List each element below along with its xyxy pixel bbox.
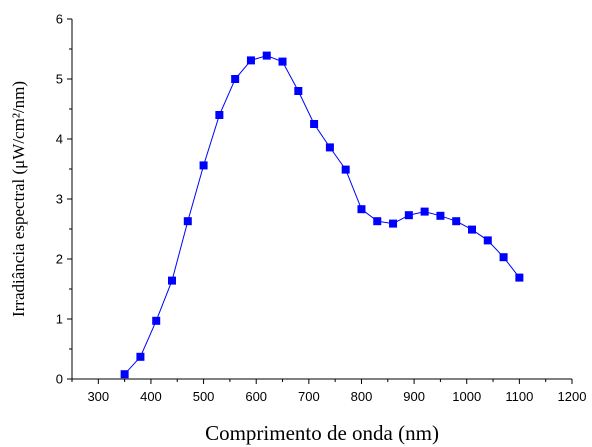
x-tick-label: 1100 <box>505 389 533 404</box>
data-point <box>120 370 129 379</box>
y-tick-label: 0 <box>56 372 63 387</box>
data-point <box>436 211 445 220</box>
data-point <box>246 56 255 65</box>
data-point <box>499 253 508 262</box>
x-tick-label: 900 <box>403 389 425 404</box>
x-tick-label: 1000 <box>452 389 481 404</box>
data-point <box>262 51 271 60</box>
data-point <box>341 165 350 174</box>
data-point <box>294 87 303 95</box>
y-tick-label: 3 <box>56 192 63 207</box>
x-tick-label: 1200 <box>558 389 587 404</box>
x-tick-label: 300 <box>87 389 109 404</box>
data-point <box>278 57 287 66</box>
data-point <box>199 161 208 170</box>
x-tick-label: 500 <box>193 389 215 404</box>
data-point <box>168 276 176 285</box>
x-tick-label: 800 <box>351 389 373 404</box>
plot-area: 0 1 2 3 4 5 6 300 400 500 600 700 800 900 1000 1100 120… <box>56 12 587 405</box>
x-tick-label: 700 <box>298 389 320 404</box>
data-point <box>404 211 413 220</box>
data-point <box>215 111 224 119</box>
series-layer <box>120 51 524 379</box>
data-point <box>325 143 334 152</box>
data-point <box>373 217 382 226</box>
x-tick-label: 600 <box>245 389 267 404</box>
data-point <box>452 217 461 226</box>
data-point <box>231 75 240 83</box>
data-point <box>310 120 319 128</box>
x-ticks: 300 400 500 600 700 800 900 1000 1100 1200 <box>71 379 587 404</box>
y-ticks: 0 1 2 3 4 5 6 <box>56 12 72 387</box>
data-point <box>389 219 398 228</box>
data-point <box>468 225 476 234</box>
series-line <box>124 55 520 375</box>
y-tick-label: 6 <box>56 12 63 27</box>
y-tick-label: 2 <box>56 252 63 267</box>
data-point <box>357 205 366 214</box>
data-point <box>152 316 161 325</box>
data-point <box>183 217 192 226</box>
x-tick-label: 400 <box>140 389 162 404</box>
y-axis-title: Irradiância espectral (μW/cm²/nm) <box>9 81 28 317</box>
data-point <box>136 352 145 361</box>
data-point <box>515 273 524 282</box>
data-point <box>420 207 429 216</box>
y-tick-label: 1 <box>56 312 63 327</box>
y-tick-label: 4 <box>56 132 63 147</box>
data-point <box>483 236 492 245</box>
y-tick-label: 5 <box>56 72 63 87</box>
x-axis-title: Comprimento de onda (nm) <box>205 421 439 445</box>
